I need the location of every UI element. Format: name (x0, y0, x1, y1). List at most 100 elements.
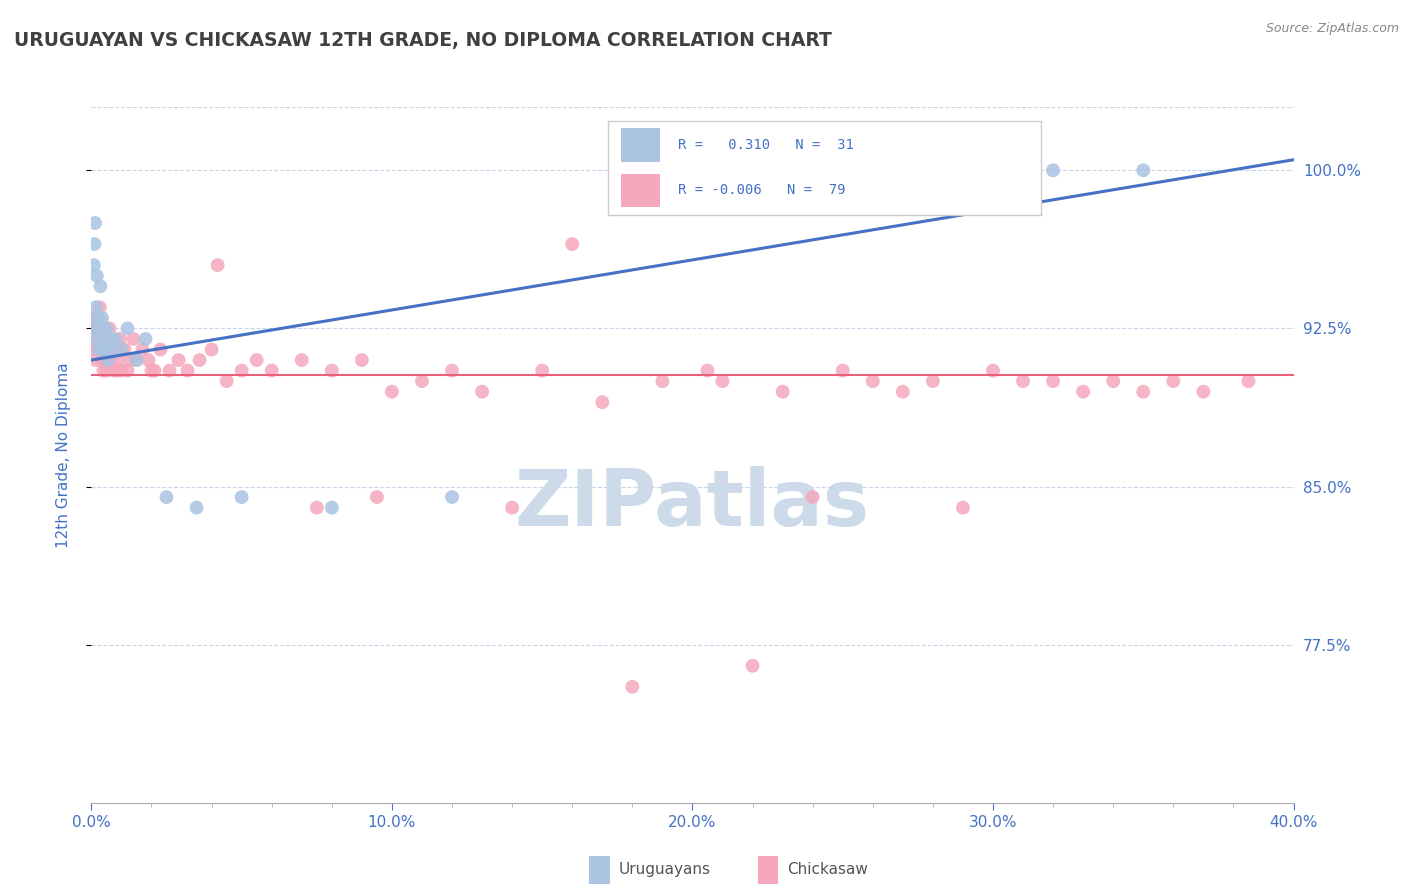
Point (366, 490, 388, 504)
Point (411, 374, 433, 388)
Point (176, 363, 198, 377)
Point (321, 363, 343, 377)
Point (104, 332, 127, 346)
Point (1102, 374, 1125, 388)
Point (186, 500, 208, 515)
Point (125, 353, 148, 368)
Point (94, 343, 117, 357)
Point (1161, 374, 1184, 388)
Point (90, 353, 112, 368)
Point (87, 343, 110, 357)
Point (1042, 163, 1064, 178)
Point (93, 363, 115, 377)
Point (134, 332, 156, 346)
Point (117, 363, 139, 377)
Point (83, 258, 105, 272)
Point (84, 216, 107, 230)
Point (89, 279, 111, 293)
Point (122, 332, 145, 346)
Text: Chickasaw: Chickasaw (787, 863, 869, 877)
Point (149, 343, 172, 357)
Point (89, 321, 111, 335)
Point (1132, 384, 1154, 399)
Point (94, 343, 117, 357)
Y-axis label: 12th Grade, No Diploma: 12th Grade, No Diploma (56, 362, 70, 548)
Point (138, 353, 160, 368)
Point (305, 500, 328, 515)
Point (1042, 374, 1064, 388)
Point (110, 363, 132, 377)
Point (107, 353, 129, 368)
Point (114, 343, 136, 357)
Point (155, 490, 177, 504)
Point (120, 353, 142, 368)
Point (801, 490, 824, 504)
Point (83, 237, 105, 252)
Point (188, 353, 211, 368)
Point (101, 343, 124, 357)
Point (441, 490, 464, 504)
Point (441, 363, 464, 377)
Point (131, 343, 153, 357)
Point (143, 363, 166, 377)
Point (96, 321, 118, 335)
Point (201, 343, 224, 357)
Point (291, 353, 314, 368)
Point (591, 395, 613, 409)
Point (922, 374, 945, 388)
Point (561, 237, 583, 252)
Point (83, 310, 105, 325)
Point (831, 363, 853, 377)
Point (90, 310, 112, 325)
Point (711, 374, 734, 388)
Point (321, 500, 343, 515)
Point (84, 353, 107, 368)
Point (86, 310, 108, 325)
Point (531, 363, 554, 377)
Text: URUGUAYAN VS CHICKASAW 12TH GRADE, NO DIPLOMA CORRELATION CHART: URUGUAYAN VS CHICKASAW 12TH GRADE, NO DI… (14, 31, 832, 50)
Text: Source: ZipAtlas.com: Source: ZipAtlas.com (1265, 22, 1399, 36)
Point (1012, 374, 1035, 388)
Text: Uruguayans: Uruguayans (619, 863, 710, 877)
Point (981, 363, 1004, 377)
Point (86, 321, 108, 335)
Point (93, 332, 115, 346)
Point (87, 321, 110, 335)
Point (103, 363, 125, 377)
Point (105, 363, 128, 377)
Point (84, 321, 107, 335)
Point (96, 363, 118, 377)
Point (215, 374, 238, 388)
Point (891, 384, 914, 399)
Point (350, 353, 373, 368)
Point (260, 363, 283, 377)
Point (862, 374, 884, 388)
Point (125, 353, 148, 368)
Point (651, 374, 673, 388)
Point (1237, 374, 1260, 388)
Point (117, 321, 139, 335)
Point (231, 363, 253, 377)
Point (87, 310, 110, 325)
Point (772, 384, 794, 399)
Point (110, 343, 132, 357)
Point (141, 363, 163, 377)
Point (108, 332, 131, 346)
Point (97, 353, 120, 368)
Point (1132, 163, 1154, 178)
Point (83, 343, 105, 357)
Point (159, 363, 181, 377)
Point (104, 343, 127, 357)
Point (82, 321, 104, 335)
Point (167, 353, 190, 368)
Point (231, 490, 253, 504)
Point (98, 332, 121, 346)
Point (621, 680, 644, 694)
Point (246, 353, 269, 368)
Point (84, 301, 107, 315)
Point (741, 658, 763, 673)
Point (471, 384, 494, 399)
Point (86, 332, 108, 346)
Point (100, 353, 122, 368)
Point (696, 363, 718, 377)
